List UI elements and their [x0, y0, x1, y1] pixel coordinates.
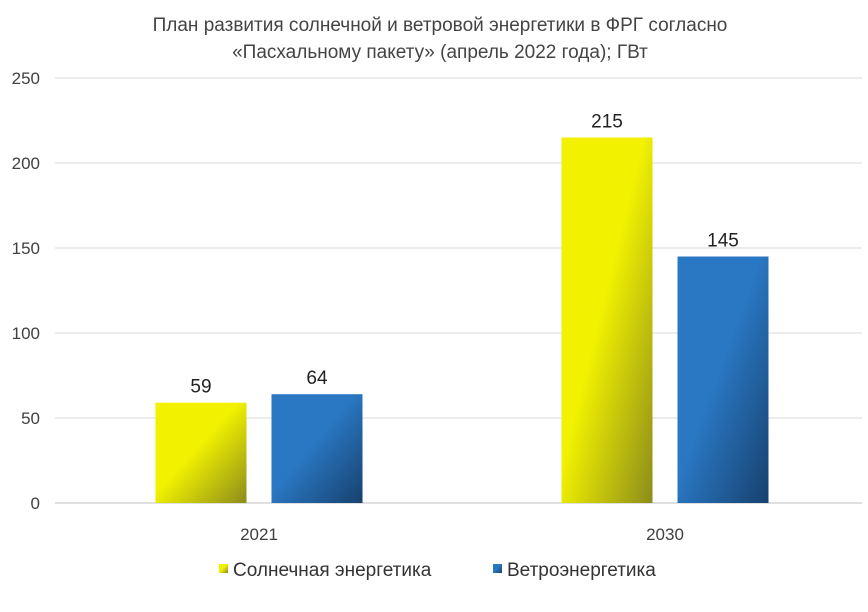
bars — [155, 137, 769, 503]
data-label: 215 — [591, 112, 623, 133]
bar-solar-2030 — [561, 137, 653, 503]
legend: Солнечная энергетика Ветроэнергетика — [219, 560, 656, 581]
y-tick-label: 100 — [12, 324, 40, 343]
legend-label-solar: Солнечная энергетика — [233, 560, 432, 581]
x-tick-label: 2021 — [240, 525, 278, 544]
data-label: 59 — [190, 377, 211, 398]
y-tick-label: 200 — [12, 154, 40, 173]
y-tick-label: 150 — [12, 239, 40, 258]
y-tick-label: 50 — [21, 409, 40, 428]
x-axis-tick-labels: 2021 2030 — [240, 525, 684, 544]
bar-wind-2021 — [271, 394, 363, 503]
legend-swatch-wind — [493, 564, 502, 573]
legend-label-wind: Ветроэнергетика — [507, 560, 656, 581]
y-tick-label: 0 — [31, 494, 40, 513]
bar-wind-2030 — [677, 256, 769, 503]
legend-swatch-solar — [219, 564, 228, 573]
chart-title-line2: «Пасхальному пакету» (апрель 2022 года);… — [232, 42, 648, 63]
data-labels: 59 64 215 145 — [190, 112, 738, 398]
data-label: 64 — [306, 368, 328, 389]
x-tick-label: 2030 — [646, 525, 684, 544]
bar-solar-2021 — [155, 402, 247, 503]
data-label: 145 — [707, 231, 739, 252]
y-axis-tick-labels: 0 50 100 150 200 250 — [12, 69, 40, 513]
chart-title-line1: План развития солнечной и ветровой энерг… — [153, 15, 728, 36]
y-tick-label: 250 — [12, 69, 40, 88]
